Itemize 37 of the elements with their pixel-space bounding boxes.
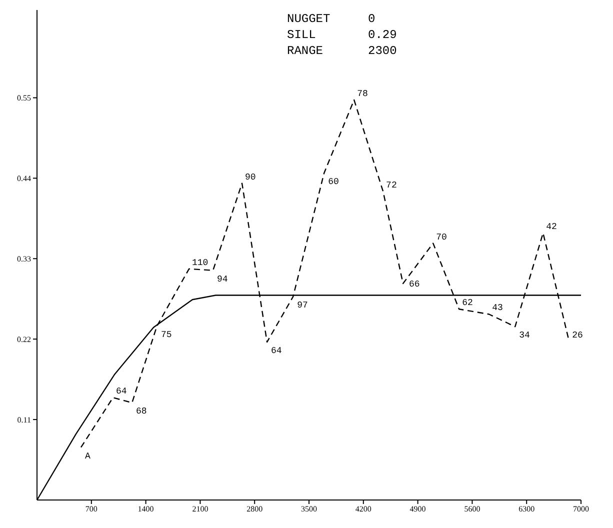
annotation: 60 (328, 177, 339, 188)
x-tick-label: 700 (85, 504, 98, 514)
text: RANGE 2300 (287, 44, 397, 58)
x-tick-label: 3500 (301, 504, 317, 514)
y-tick-label: 0.33 (17, 254, 31, 264)
x-tick-label: 2100 (192, 504, 208, 514)
annotation: 110 (192, 258, 208, 268)
annotation: 64 (116, 386, 127, 397)
x-tick-label: 7000 (573, 504, 589, 514)
annotation: 42 (546, 222, 557, 232)
annotation: 70 (436, 232, 447, 242)
x-tick-label: 2800 (246, 504, 263, 514)
x-tick-label: 4200 (355, 504, 372, 514)
annotation: 62 (462, 298, 473, 308)
annotation: 68 (136, 406, 147, 417)
x-tick-label: 6300 (518, 504, 535, 514)
annotation: 43 (492, 303, 503, 314)
annotation: 78 (357, 88, 368, 99)
text: NUGGET 0 (287, 12, 376, 26)
x-tick-label: 5600 (464, 504, 480, 514)
text: SILL 0.29 (287, 28, 397, 42)
y-tick-label: 0.55 (17, 94, 31, 103)
y-tick-label: 0.44 (17, 174, 31, 184)
annotation: 66 (409, 280, 420, 290)
annotation: 94 (217, 274, 228, 284)
annotation: 97 (297, 300, 308, 311)
x-tick-label: 1400 (138, 504, 154, 514)
y-tick-label: 0.22 (17, 334, 31, 344)
annotation: A (84, 451, 91, 462)
annotation: 75 (160, 330, 172, 340)
annotation: 64 (271, 346, 282, 356)
annotation: 90 (245, 172, 256, 182)
annotation: 72 (386, 180, 397, 190)
x-tick-label: 4900 (410, 504, 426, 514)
y-tick-label: 0.11 (17, 415, 31, 424)
annotation: 26 (572, 330, 583, 340)
annotation: 34 (519, 330, 530, 341)
